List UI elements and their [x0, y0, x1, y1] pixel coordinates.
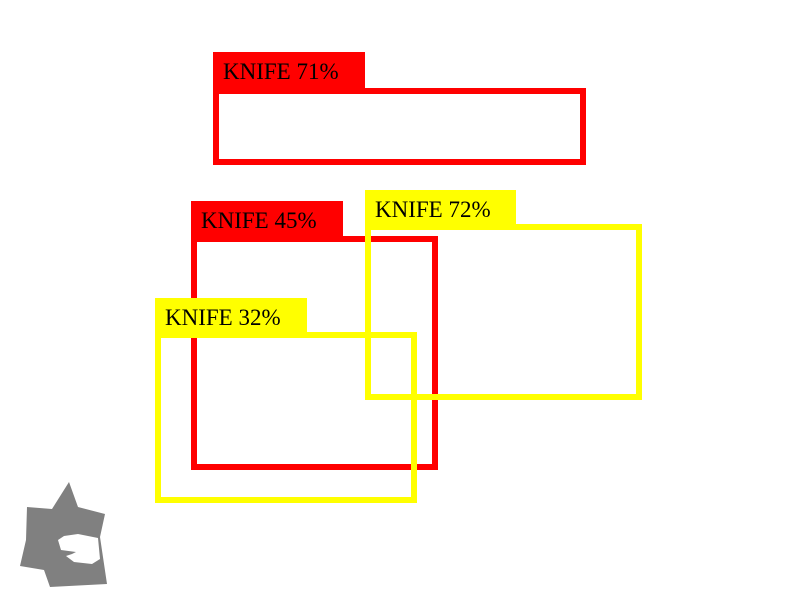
detection-box-knife-32 — [155, 332, 417, 503]
gray-star-logo-icon — [20, 482, 107, 587]
detection-label-knife-32: KNIFE 32% — [155, 298, 307, 336]
detection-box-knife-71 — [213, 88, 586, 165]
detection-label-knife-72: KNIFE 72% — [365, 190, 516, 228]
detection-box-knife-45 — [191, 236, 438, 470]
detection-label-knife-71: KNIFE 71% — [213, 52, 365, 90]
detection-label-knife-45: KNIFE 45% — [191, 201, 343, 239]
